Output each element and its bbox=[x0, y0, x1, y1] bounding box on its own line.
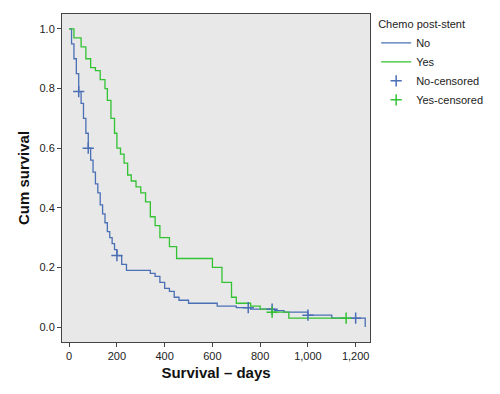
svg-text:Yes-censored: Yes-censored bbox=[416, 94, 483, 106]
svg-text:0.4: 0.4 bbox=[40, 202, 55, 214]
svg-text:0.8: 0.8 bbox=[40, 82, 55, 94]
svg-text:1.0: 1.0 bbox=[40, 23, 55, 35]
svg-text:800: 800 bbox=[251, 350, 269, 362]
svg-text:600: 600 bbox=[203, 350, 221, 362]
svg-text:0.6: 0.6 bbox=[40, 142, 55, 154]
svg-text:1,200: 1,200 bbox=[342, 350, 370, 362]
svg-text:Survival – days: Survival – days bbox=[161, 364, 270, 381]
svg-text:Chemo post-stent: Chemo post-stent bbox=[378, 18, 465, 30]
svg-text:Yes: Yes bbox=[416, 56, 434, 68]
svg-text:0.2: 0.2 bbox=[40, 261, 55, 273]
svg-text:No: No bbox=[416, 37, 430, 49]
svg-text:0: 0 bbox=[66, 350, 72, 362]
svg-text:No-censored: No-censored bbox=[416, 75, 479, 87]
svg-text:1,000: 1,000 bbox=[294, 350, 322, 362]
svg-text:400: 400 bbox=[155, 350, 173, 362]
svg-text:200: 200 bbox=[108, 350, 126, 362]
svg-text:0.0: 0.0 bbox=[40, 321, 55, 333]
svg-text:Cum survival: Cum survival bbox=[15, 131, 32, 225]
